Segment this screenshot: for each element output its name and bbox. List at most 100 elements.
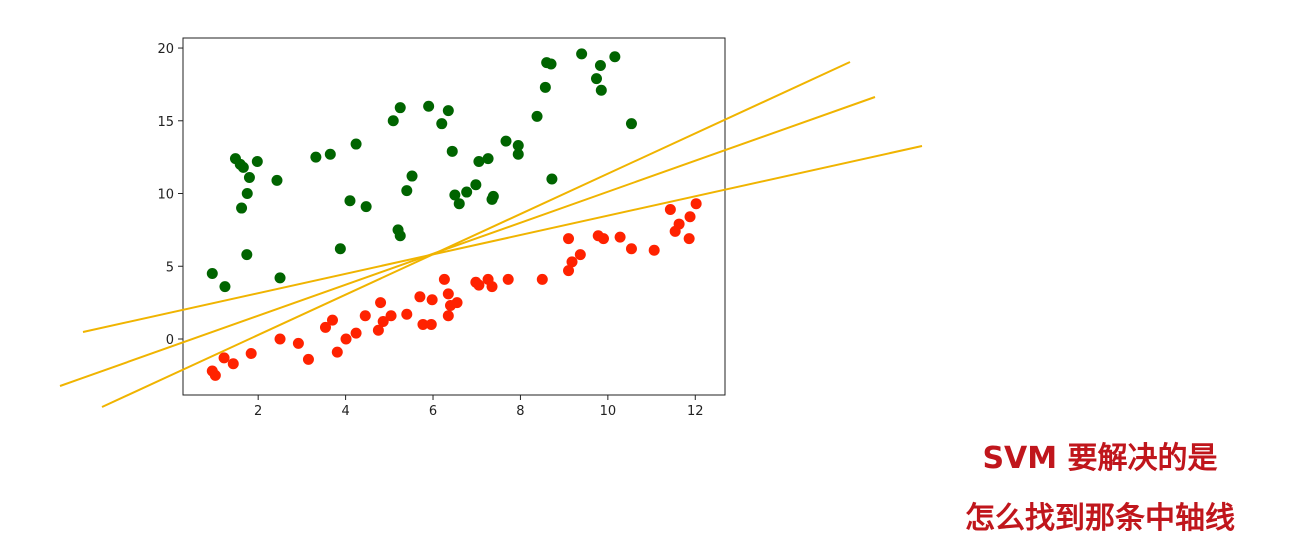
point [394, 102, 406, 114]
point [594, 59, 606, 71]
point [566, 256, 578, 268]
point [360, 201, 372, 213]
point [243, 172, 255, 184]
point [377, 316, 389, 328]
point [406, 170, 418, 182]
point [219, 281, 231, 293]
point [436, 118, 448, 130]
point [574, 249, 586, 261]
point [218, 352, 230, 364]
point [576, 48, 588, 60]
point [683, 233, 695, 245]
point [326, 314, 338, 326]
point [531, 110, 543, 122]
point [324, 148, 336, 160]
separating-line [101, 61, 851, 408]
point [394, 230, 406, 242]
separating-lines [59, 61, 923, 408]
x-tick-label: 6 [429, 404, 437, 419]
point [625, 243, 637, 255]
point [563, 265, 575, 277]
point [236, 202, 248, 214]
point [545, 58, 557, 70]
point [372, 324, 384, 336]
point [340, 333, 352, 345]
point [241, 249, 253, 261]
point [387, 115, 399, 127]
point [648, 244, 660, 256]
point [350, 327, 362, 339]
point [274, 333, 286, 345]
point [401, 308, 413, 320]
point [417, 318, 429, 330]
y-tick-label: 20 [157, 42, 174, 57]
point [423, 100, 435, 112]
point [206, 268, 218, 280]
point [673, 218, 685, 230]
point [453, 198, 465, 210]
point [470, 179, 482, 191]
point [227, 358, 239, 370]
x-tick-label: 8 [516, 404, 524, 419]
point [684, 211, 696, 223]
point [451, 297, 463, 309]
point [512, 148, 524, 160]
y-tick-label: 5 [166, 260, 174, 275]
point [486, 281, 498, 293]
point [209, 369, 221, 381]
point [319, 321, 331, 333]
point [609, 51, 621, 63]
point [442, 105, 454, 117]
point [426, 294, 438, 306]
point [302, 353, 314, 365]
annotation: 怎么找到那条中轴线 [965, 501, 1235, 536]
points [206, 48, 702, 381]
point [425, 318, 437, 330]
point [563, 233, 575, 245]
point [446, 145, 458, 157]
point [502, 273, 514, 285]
point [595, 84, 607, 96]
point [375, 297, 387, 309]
point [442, 310, 454, 322]
point [690, 198, 702, 210]
point [414, 291, 426, 303]
point [473, 156, 485, 168]
point [350, 138, 362, 150]
point [536, 273, 548, 285]
point [461, 186, 473, 198]
point [625, 118, 637, 130]
point [245, 348, 257, 360]
plot-frame [182, 37, 726, 396]
point [442, 288, 454, 300]
point [449, 189, 461, 201]
point [271, 174, 283, 186]
point [664, 204, 676, 216]
x-tick-label: 12 [687, 404, 704, 419]
point [359, 310, 371, 322]
y-tick-label: 0 [166, 333, 174, 348]
x-tick-label: 4 [341, 404, 349, 419]
point [251, 156, 263, 168]
y-tick-label: 10 [157, 188, 174, 203]
point [546, 173, 558, 185]
x-tick-label: 2 [254, 404, 262, 419]
separating-line [82, 145, 923, 333]
point [590, 73, 602, 85]
point [487, 190, 499, 202]
point [274, 272, 286, 284]
point [500, 135, 512, 147]
point [385, 310, 397, 322]
separating-line [59, 96, 876, 387]
point [438, 273, 450, 285]
x-tick-label: 10 [600, 404, 617, 419]
point [310, 151, 322, 163]
annotation: SVM 要解决的是 [982, 441, 1217, 476]
point [344, 195, 356, 207]
point [473, 279, 485, 291]
y-tick-label: 15 [157, 115, 174, 130]
point [331, 346, 343, 358]
point [482, 153, 494, 165]
point [401, 185, 413, 197]
